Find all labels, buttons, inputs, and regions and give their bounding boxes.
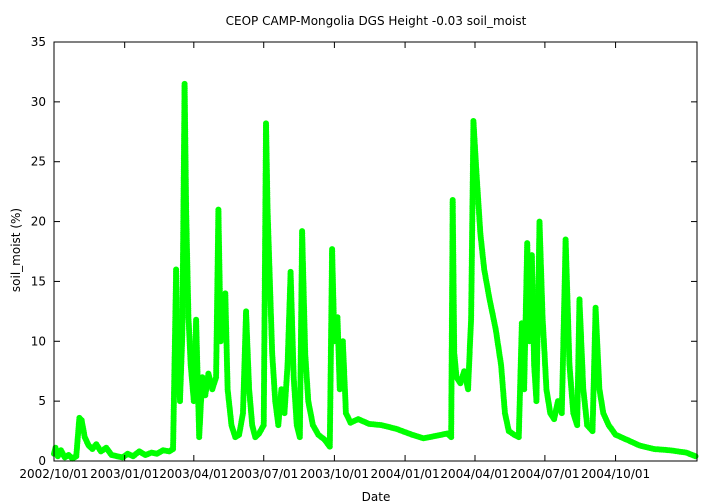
x-tick-label: 2003/10/01 — [300, 467, 369, 481]
x-tick-label: 2004/04/01 — [440, 467, 509, 481]
y-axis: 0 5 10 15 20 25 30 35 — [31, 35, 697, 468]
data-point — [692, 453, 699, 460]
y-tick-label: 15 — [31, 274, 46, 288]
chart-title: CEOP CAMP-Mongolia DGS Height -0.03 soil… — [226, 14, 527, 28]
y-tick-label: 10 — [31, 334, 46, 348]
series-points — [51, 80, 699, 462]
y-axis-label: soil_moist (%) — [9, 208, 23, 292]
y-tick-label: 30 — [31, 95, 46, 109]
y-tick-label: 35 — [31, 35, 46, 49]
x-tick-label: 2003/04/01 — [159, 467, 228, 481]
x-tick-label: 2003/07/01 — [229, 467, 298, 481]
y-tick-label: 0 — [38, 454, 46, 468]
x-tick-label: 2003/01/01 — [90, 467, 159, 481]
x-tick-label: 2002/10/01 — [19, 467, 88, 481]
x-tick-label: 2004/01/01 — [370, 467, 439, 481]
y-tick-label: 5 — [38, 394, 46, 408]
plot-frame — [53, 41, 698, 462]
x-axis-label: Date — [362, 490, 391, 504]
y-tick-label: 20 — [31, 215, 46, 229]
y-tick-label: 25 — [31, 155, 46, 169]
x-tick-label: 2004/10/01 — [581, 467, 650, 481]
x-axis: 2002/10/01 2003/01/01 2003/04/01 2003/07/01… — [19, 42, 650, 481]
x-tick-label: 2004/07/01 — [510, 467, 579, 481]
